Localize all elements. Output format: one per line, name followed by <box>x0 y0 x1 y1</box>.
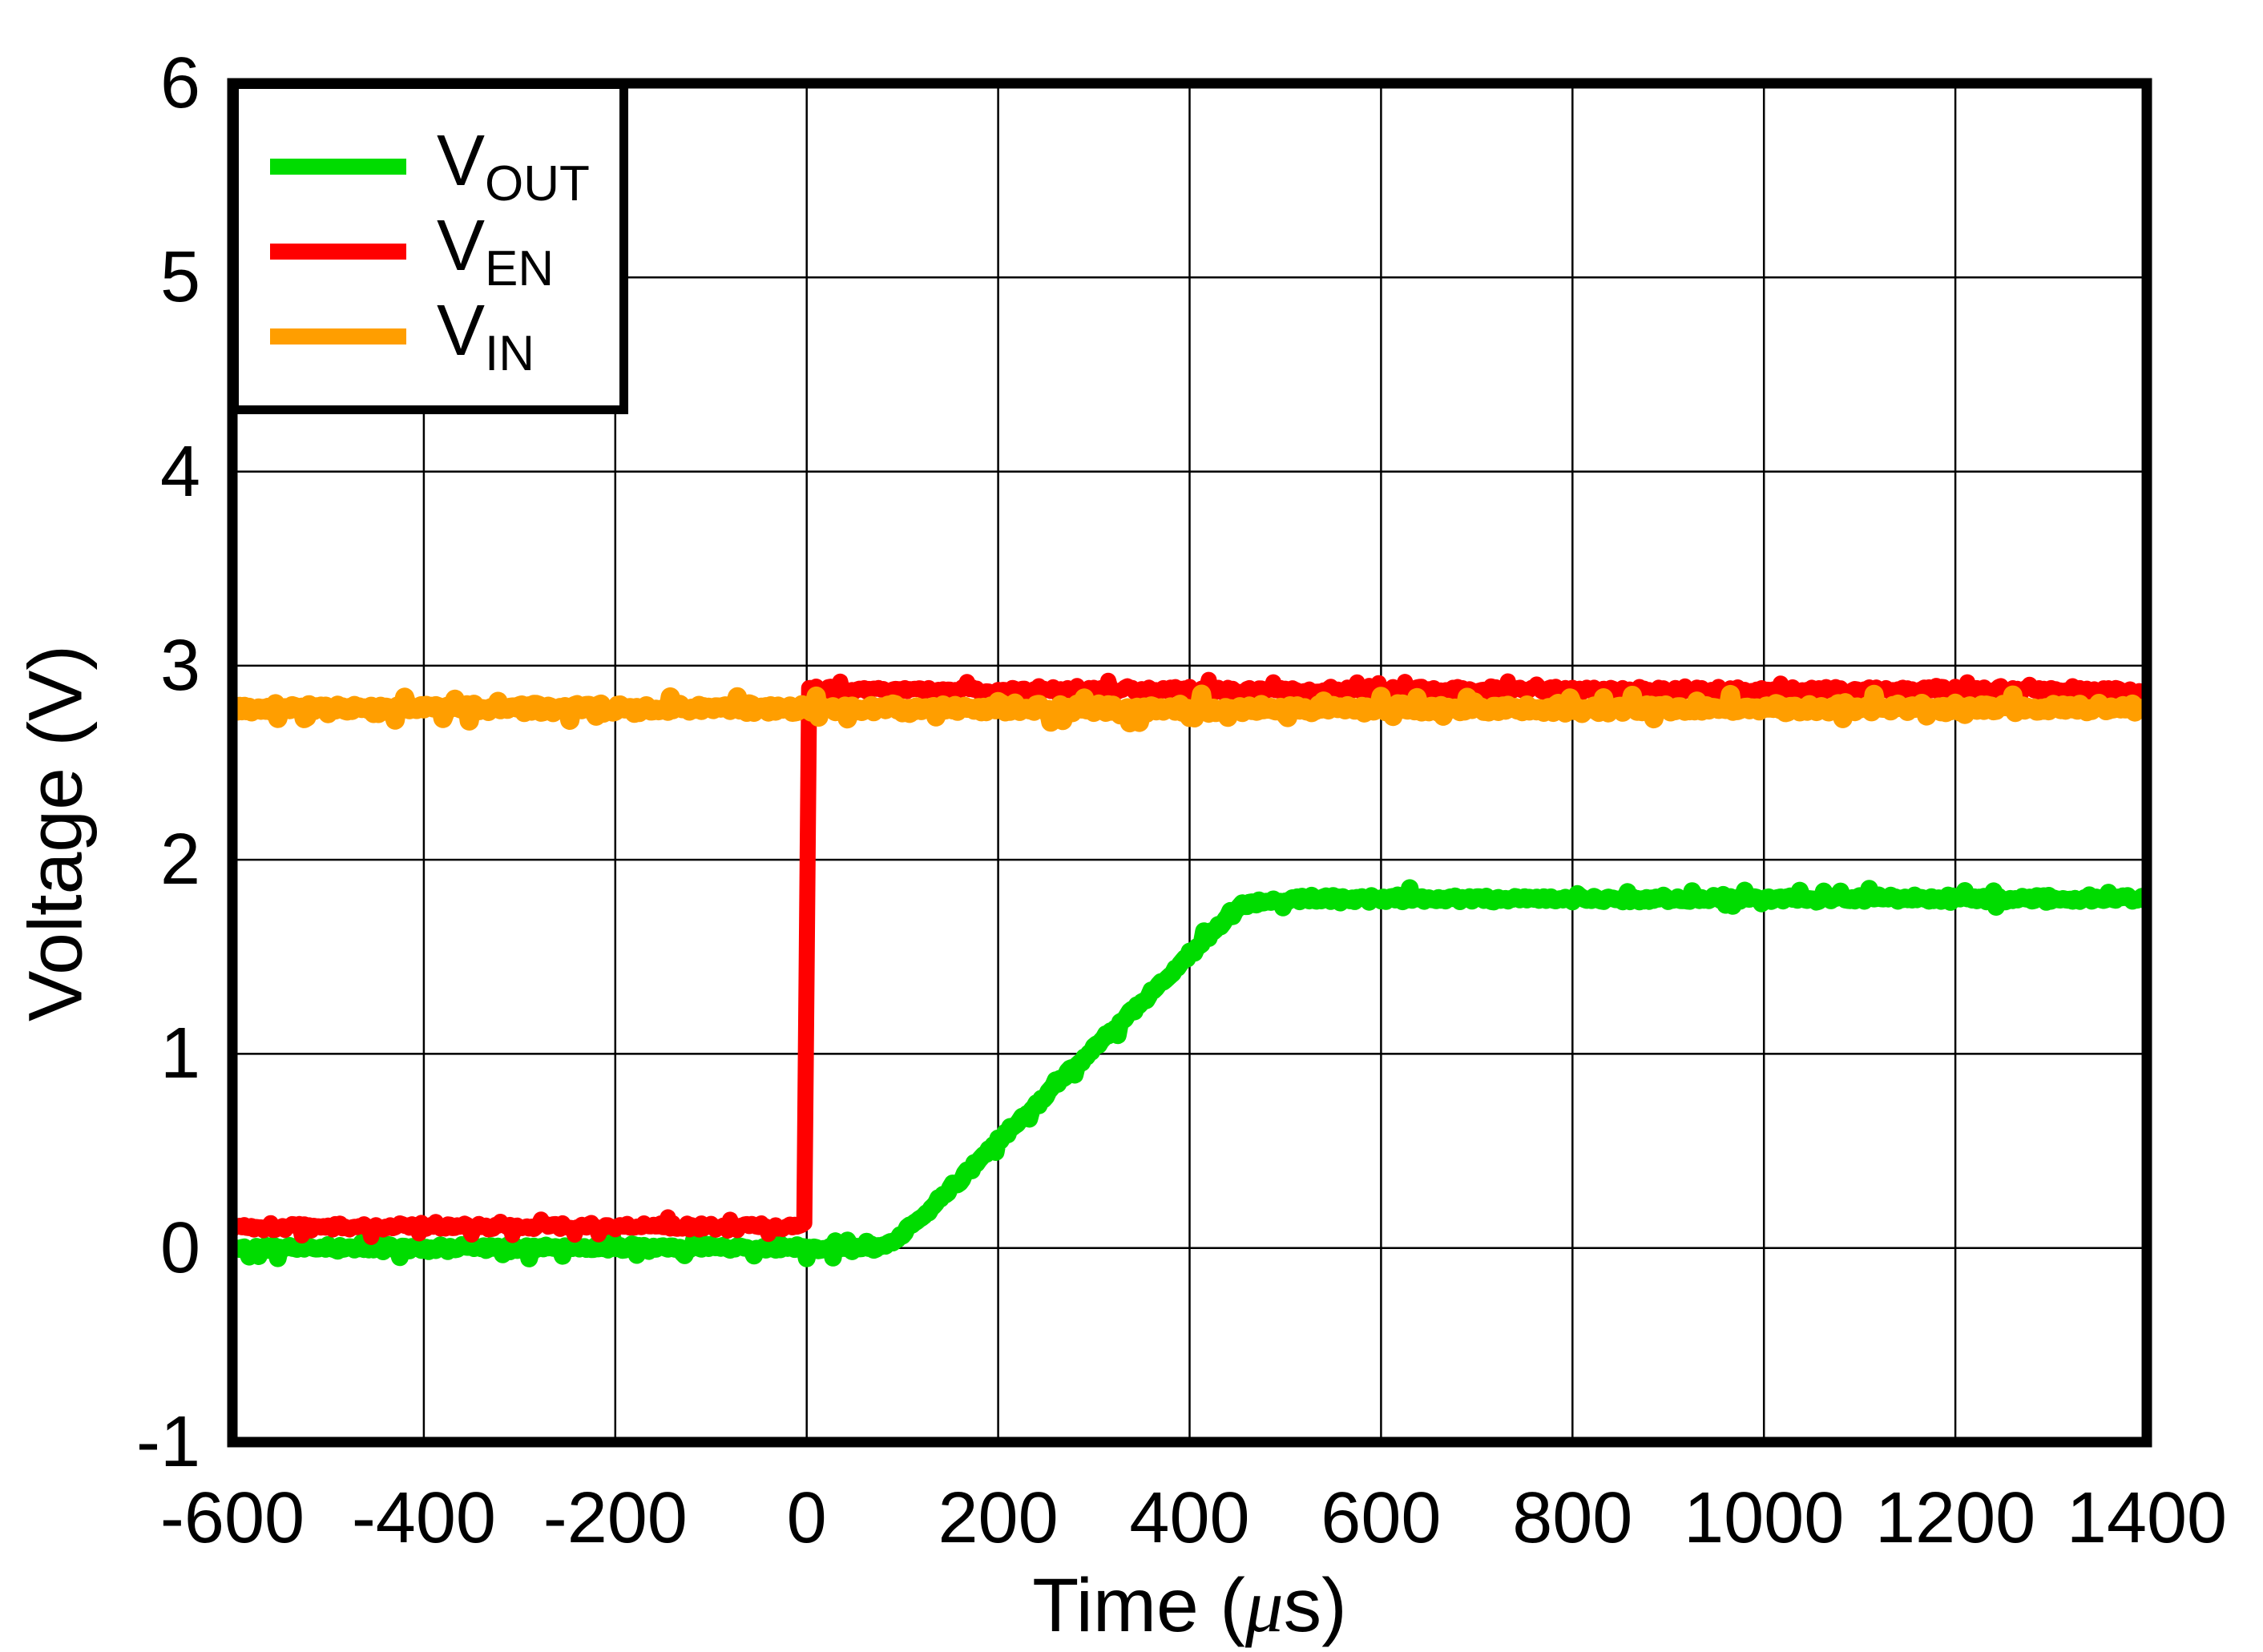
x-tick-label--600: -600 <box>159 1478 305 1558</box>
y-tick-label-4: 4 <box>159 431 200 512</box>
y-tick-label-0: 0 <box>159 1207 200 1288</box>
x-tick-label-0: 0 <box>786 1478 827 1558</box>
y-tick-label-5: 5 <box>159 237 200 318</box>
legend-item-vout: VOUT <box>270 124 619 209</box>
vout-line-swatch <box>270 159 406 175</box>
x-tick-label-400: 400 <box>1129 1478 1250 1558</box>
legend-label-vin-main: V <box>437 290 486 371</box>
traces <box>232 671 2147 1267</box>
vin-line-swatch <box>270 328 406 345</box>
legend-label-vout: VOUT <box>437 125 590 209</box>
trace-vin <box>232 684 2147 733</box>
x-axis-title-mu: μ <box>1244 1563 1284 1648</box>
legend-item-vin: VIN <box>270 294 619 379</box>
trace-ven <box>232 671 2147 1245</box>
y-tick-label-6: 6 <box>159 43 200 123</box>
y-tick-label-3: 3 <box>159 625 200 706</box>
legend-label-vin-sub: IN <box>485 325 535 381</box>
legend-item-ven: VEN <box>270 209 619 294</box>
trace-vout <box>232 879 2147 1267</box>
x-tick-label--400: -400 <box>351 1478 496 1558</box>
y-tick-label--1: -1 <box>135 1402 200 1482</box>
legend-label-ven-main: V <box>437 205 486 286</box>
legend: VOUT VEN VIN <box>230 80 628 414</box>
x-axis-title-suffix: s) <box>1283 1563 1347 1648</box>
x-tick-label-200: 200 <box>938 1478 1059 1558</box>
y-tick-label-1: 1 <box>159 1013 200 1094</box>
x-axis-title: Time (μs) <box>232 1564 2147 1648</box>
legend-label-vout-main: V <box>437 120 486 201</box>
x-tick-label-1000: 1000 <box>1684 1478 1845 1558</box>
plot-border <box>227 78 2152 1448</box>
x-tick-label-800: 800 <box>1512 1478 1633 1558</box>
legend-label-ven-sub: EN <box>485 240 555 296</box>
x-axis-title-prefix: Time ( <box>1032 1563 1245 1648</box>
legend-label-ven: VEN <box>437 210 554 294</box>
legend-label-vin: VIN <box>437 295 534 379</box>
x-tick-label-1400: 1400 <box>2066 1478 2228 1558</box>
x-tick-label-600: 600 <box>1321 1478 1442 1558</box>
x-tick-label--200: -200 <box>543 1478 688 1558</box>
y-tick-label-2: 2 <box>159 820 200 901</box>
gridlines <box>232 83 2147 1442</box>
ven-line-swatch <box>270 244 406 260</box>
x-tick-label-1200: 1200 <box>1874 1478 2036 1558</box>
y-axis-title: Voltage (V) <box>13 645 99 1021</box>
legend-label-vout-sub: OUT <box>485 155 590 212</box>
